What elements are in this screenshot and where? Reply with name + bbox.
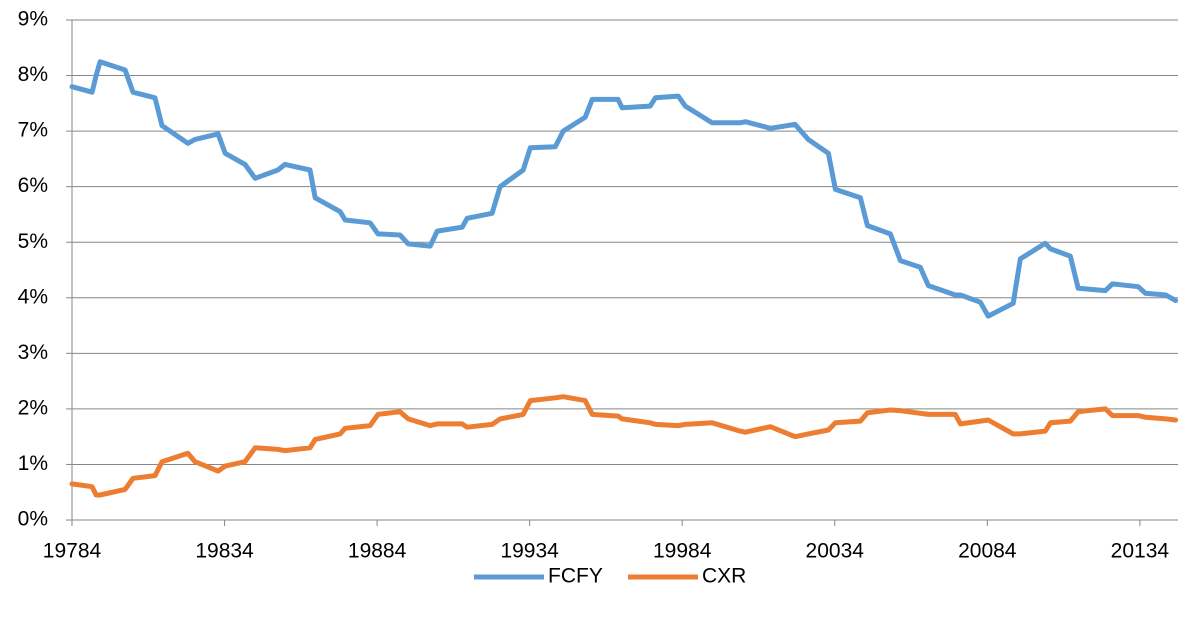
- x-tick-label: 19884: [348, 540, 407, 563]
- x-tick-label: 19984: [653, 540, 712, 563]
- y-tick-label: 8%: [18, 63, 48, 86]
- y-tick-label: 4%: [18, 285, 48, 308]
- y-tick-label: 0%: [18, 508, 48, 531]
- x-tick-label: 20084: [958, 540, 1017, 563]
- x-tick-label: 20034: [806, 540, 865, 563]
- legend-label: CXR: [702, 565, 746, 588]
- x-tick-label: 19834: [195, 540, 254, 563]
- legend-label: FCFY: [548, 565, 603, 588]
- x-tick-label: 20134: [1111, 540, 1170, 563]
- y-tick-label: 6%: [18, 174, 48, 197]
- y-tick-label: 7%: [18, 119, 48, 142]
- y-tick-label: 3%: [18, 341, 48, 364]
- y-tick-label: 9%: [18, 8, 48, 31]
- line: [69, 59, 1179, 319]
- x-tick-label: 19934: [500, 540, 559, 563]
- y-tick-label: 1%: [18, 452, 48, 475]
- line: [69, 394, 1179, 498]
- x-tick-label: 19784: [43, 540, 102, 563]
- y-tick-label: 2%: [18, 396, 48, 419]
- y-tick-label: 5%: [18, 230, 48, 253]
